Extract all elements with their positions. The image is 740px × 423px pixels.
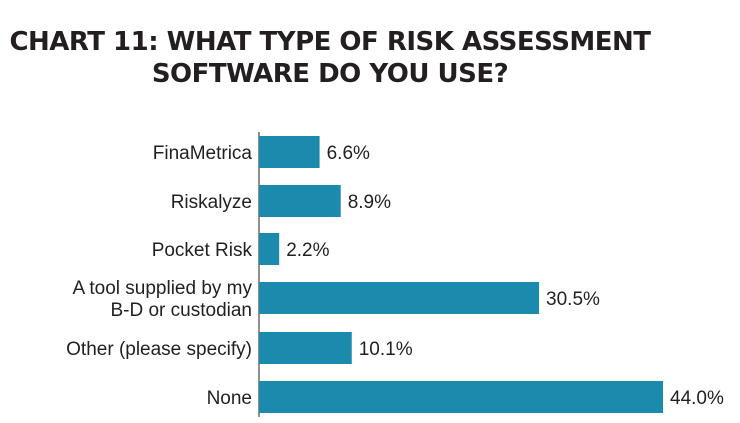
category-label-3-line-0: A tool supplied by my [72,278,252,299]
category-label-4: Other (please specify) [66,339,252,360]
bar-4 [259,332,352,364]
value-label-4: 10.1% [359,339,413,360]
chart-title-line-2: SOFTWARE DO YOU USE? [151,59,509,89]
value-label-2: 2.2% [286,240,329,261]
value-label-1: 8.9% [348,192,391,213]
category-label-2: Pocket Risk [152,240,253,261]
category-label-5: None [207,388,252,409]
chart-title-line-1: CHART 11: WHAT TYPE OF RISK ASSESSMENT [9,27,651,57]
bar-0 [259,136,320,168]
category-label-3-line-1: B-D or custodian [110,300,252,321]
category-label-4-line-0: Other (please specify) [66,339,252,360]
value-label-0: 6.6% [327,143,370,164]
category-label-3: A tool supplied by my B-D or custodian [72,278,252,321]
value-label-3: 30.5% [546,289,600,310]
chart-title: CHART 11: WHAT TYPE OF RISK ASSESSMENT S… [0,26,660,90]
category-label-2-line-0: Pocket Risk [152,240,253,261]
bar-2 [259,233,280,265]
value-label-5: 44.0% [670,388,724,409]
bar-1 [259,185,341,217]
category-label-1-line-0: Riskalyze [171,192,252,213]
category-label-0: FinaMetrica [153,143,253,164]
category-label-1: Riskalyze [171,192,252,213]
category-label-5-line-0: None [207,388,252,409]
category-label-0-line-0: FinaMetrica [153,143,253,164]
bar-5 [259,381,663,413]
bar-3 [259,282,540,314]
